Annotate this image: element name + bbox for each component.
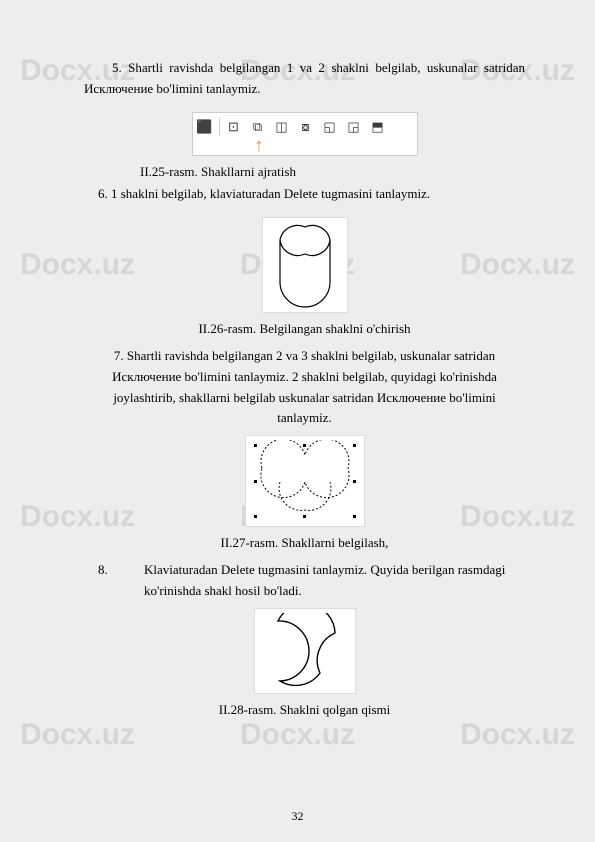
step-8-row: 8. Klaviaturadan Delete tugmasini tanlay… bbox=[84, 560, 525, 602]
shape-image bbox=[245, 435, 365, 527]
step-8-number: 8. bbox=[84, 560, 120, 602]
shape-svg bbox=[250, 440, 360, 522]
step-5-text: 5. Shartli ravishda belgilangan 1 va 2 s… bbox=[84, 58, 525, 100]
caption-28: II.28-rasm. Shaklni qolgan qismi bbox=[84, 700, 525, 721]
figure-27 bbox=[84, 435, 525, 527]
toolbar-icon: ⊡ bbox=[222, 117, 246, 137]
shape-svg bbox=[270, 222, 340, 308]
caption-26: II.26-rasm. Belgilangan shaklni o'chiris… bbox=[84, 319, 525, 340]
caption-27: II.27-rasm. Shakllarni belgilash, bbox=[84, 533, 525, 554]
toolbar-icon: ◲ bbox=[342, 117, 366, 137]
arrow-up-icon: ↑ bbox=[255, 135, 264, 156]
watermark: Docx.uz bbox=[240, 718, 355, 752]
toolbar-icon: ⬛ bbox=[193, 117, 217, 137]
page-number: 32 bbox=[0, 809, 595, 824]
toolbar-icon: ⬒ bbox=[366, 117, 390, 137]
toolbar-icon: ◱ bbox=[318, 117, 342, 137]
watermark-row: Docx.uz Docx.uz Docx.uz bbox=[0, 718, 595, 752]
toolbar-image: ⬛ ⊡ ⧉ ◫ ⧇ ◱ ◲ ⬒ ↑ bbox=[192, 112, 418, 156]
step-7-text: 7. Shartli ravishda belgilangan 2 va 3 s… bbox=[84, 346, 525, 429]
toolbar-icon: ⧉ bbox=[246, 117, 270, 137]
step-6-text: 6. 1 shaklni belgilab, klaviaturadan Del… bbox=[84, 184, 525, 205]
watermark: Docx.uz bbox=[460, 718, 575, 752]
figure-26 bbox=[84, 217, 525, 313]
caption-25: II.25-rasm. Shakllarni ajratish bbox=[84, 162, 525, 183]
shape-image bbox=[254, 608, 356, 694]
step-8-text: Klaviaturadan Delete tugmasini tanlaymiz… bbox=[120, 560, 525, 602]
shape-image bbox=[262, 217, 348, 313]
figure-25: ⬛ ⊡ ⧉ ◫ ⧇ ◱ ◲ ⬒ ↑ bbox=[84, 112, 525, 156]
figure-28 bbox=[84, 608, 525, 694]
shape-svg bbox=[260, 613, 350, 689]
toolbar-icon: ◫ bbox=[270, 117, 294, 137]
page-content: 5. Shartli ravishda belgilangan 1 va 2 s… bbox=[0, 0, 595, 720]
toolbar-icon: ⧇ bbox=[294, 117, 318, 137]
watermark: Docx.uz bbox=[20, 718, 135, 752]
toolbar-separator bbox=[219, 118, 220, 136]
